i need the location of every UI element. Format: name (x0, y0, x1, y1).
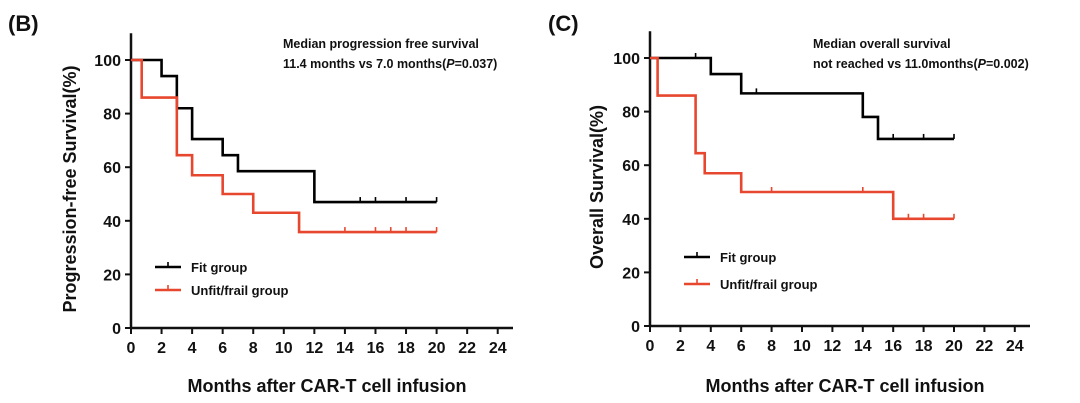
series-unfit-frail-group (650, 56, 955, 221)
x-axis-title: Months after CAR-T cell infusion (706, 376, 985, 396)
y-axis-title: Overall Survival(%) (587, 105, 607, 269)
x-tick-label: 8 (249, 340, 258, 357)
median-annotation-line2: not reached vs 11.0months(P=0.002) (813, 57, 1029, 71)
p-value: =0.037) (455, 57, 498, 71)
survival-curve (650, 56, 954, 221)
y-tick-label: 40 (622, 212, 640, 229)
legend-label: Fit group (191, 260, 247, 275)
series-unfit-frail-group (131, 58, 438, 234)
x-tick-label: 22 (976, 338, 994, 355)
x-tick-label: 6 (737, 338, 746, 355)
y-tick-label: 80 (103, 107, 121, 124)
x-tick-label: 4 (188, 340, 197, 357)
y-tick-label: 40 (103, 214, 121, 231)
y-tick-label: 60 (622, 158, 640, 175)
chart-panel-b: (B)0 2 4 6 8 10 12 14 16 18 20 22 24020406080100Mont… (8, 11, 513, 396)
x-tick-label: 22 (458, 340, 476, 357)
x-tick-label: 24 (1006, 338, 1024, 355)
legend-label: Fit group (720, 250, 776, 265)
x-tick-label: 18 (915, 338, 933, 355)
x-tick-label: 10 (275, 340, 293, 357)
x-tick-label: 12 (824, 338, 842, 355)
survival-curve (650, 56, 954, 141)
x-axis-title: Months after CAR-T cell infusion (188, 376, 467, 396)
x-tick-label: 0 (646, 338, 655, 355)
y-tick-label: 60 (103, 160, 121, 177)
y-tick-label: 100 (613, 51, 640, 68)
legend-item-fit-group: Fit group (684, 250, 776, 265)
p-letter: P (446, 57, 455, 71)
annotation-text: not reached vs 11.0months( (813, 57, 978, 71)
x-tick-label: 20 (428, 340, 446, 357)
y-tick-label: 100 (94, 53, 121, 70)
x-tick-label: 10 (793, 338, 811, 355)
legend-item-unfit-frail-group: Unfit/frail group (155, 283, 289, 298)
survival-curve (131, 58, 437, 234)
series-fit-group (131, 58, 438, 204)
x-tick-label: 0 (127, 340, 136, 357)
chart-panel-c: (C)0 2 4 6 8 10 12 14 16 18 20 22 24020406080100Mont… (548, 11, 1030, 396)
panel-label: (C) (548, 11, 579, 36)
y-axis-title: Progression-free Survival(%) (60, 65, 80, 312)
x-tick-label: 8 (767, 338, 776, 355)
median-annotation-line1: Median progression free survival (283, 37, 479, 51)
y-tick-label: 20 (622, 265, 640, 282)
legend-label: Unfit/frail group (191, 283, 289, 298)
x-tick-label: 14 (336, 340, 354, 357)
legend-item-fit-group: Fit group (155, 260, 247, 275)
x-tick-label: 2 (676, 338, 685, 355)
legend-item-unfit-frail-group: Unfit/frail group (684, 277, 818, 292)
series-fit-group (650, 53, 955, 141)
x-tick-label: 6 (218, 340, 227, 357)
y-tick-label: 20 (103, 267, 121, 284)
survival-curve (131, 58, 437, 204)
y-tick-label: 0 (112, 321, 121, 338)
y-tick-label: 0 (631, 319, 640, 336)
x-tick-label: 2 (157, 340, 166, 357)
x-tick-label: 14 (854, 338, 872, 355)
x-tick-label: 18 (397, 340, 415, 357)
panel-label: (B) (8, 11, 39, 36)
y-tick-label: 80 (622, 105, 640, 122)
x-tick-label: 16 (367, 340, 385, 357)
x-tick-label: 16 (884, 338, 902, 355)
median-annotation-line1: Median overall survival (813, 37, 951, 51)
p-letter: P (978, 57, 987, 71)
annotation-text: 11.4 months vs 7.0 months( (283, 57, 447, 71)
x-tick-label: 20 (945, 338, 963, 355)
x-tick-label: 24 (489, 340, 507, 357)
x-tick-label: 4 (706, 338, 715, 355)
x-tick-label: 12 (305, 340, 323, 357)
legend-label: Unfit/frail group (720, 277, 818, 292)
median-annotation-line2: 11.4 months vs 7.0 months(P=0.037) (283, 57, 497, 71)
p-value: =0.002) (986, 57, 1029, 71)
